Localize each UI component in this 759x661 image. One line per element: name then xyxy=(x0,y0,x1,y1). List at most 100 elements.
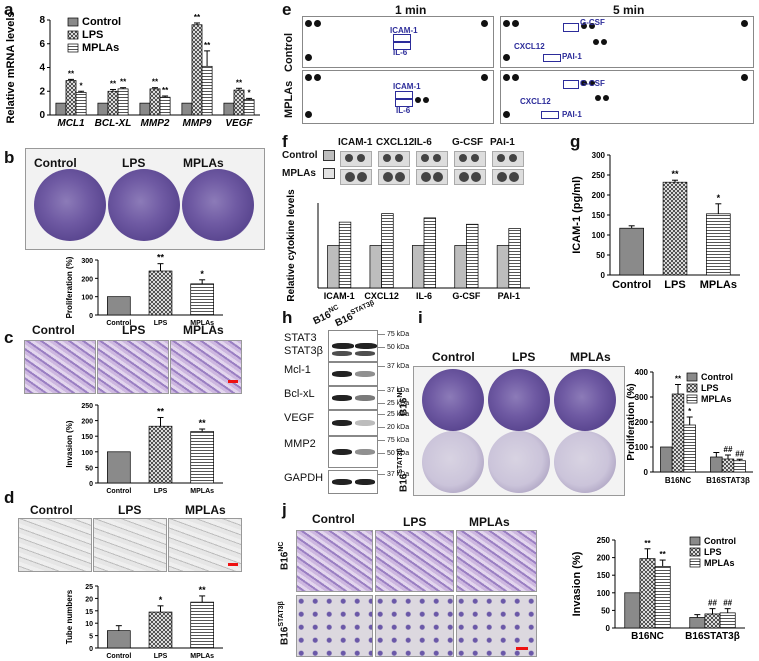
b-col-lps: LPS xyxy=(122,156,146,170)
bar-control-0 xyxy=(55,102,67,116)
significance-mark: * xyxy=(200,269,204,279)
protein-label: STAT3β xyxy=(284,345,323,357)
j-image-stat3b-control xyxy=(296,595,373,657)
legend-label-mplas: MPLAs xyxy=(704,558,735,568)
y-tick-label: 10 xyxy=(85,621,93,628)
bar-mplas-0 xyxy=(75,92,87,116)
legend-swatch-control xyxy=(686,372,698,382)
f-spot-label: G-CSF xyxy=(452,137,484,148)
blot-strip xyxy=(328,330,378,362)
protein-label: Bcl-xL xyxy=(284,388,315,400)
chart-j: 0 50 100 150 200 250 Invasion (%) ** ** B16NC ## ##… xyxy=(571,536,745,642)
y-tick-label: 100 xyxy=(635,443,649,452)
legend-label-mplas: MPLAs xyxy=(82,42,119,54)
i-row-nc: B16NC xyxy=(397,387,410,416)
y-tick-label: 200 xyxy=(597,554,611,563)
y-tick-label: 200 xyxy=(592,191,606,200)
j-col-lps: LPS xyxy=(403,515,427,529)
j-row-stat3b: B16STAT3β xyxy=(278,601,291,645)
y-tick-label: 5 xyxy=(89,634,93,641)
significance-mark: ** xyxy=(199,585,207,595)
b-col-control: Control xyxy=(34,156,77,170)
blot-strip xyxy=(328,470,378,494)
legend-swatch-lps xyxy=(689,547,701,557)
legend-label-control: Control xyxy=(704,536,736,546)
bar-control xyxy=(107,630,131,649)
kda-marker: — 25 kDa xyxy=(378,411,410,418)
b-col-mplas: MPLAs xyxy=(183,156,224,170)
y-tick-label: 2 xyxy=(39,86,45,97)
western-blot: STAT3 STAT3β — 75 kDa — 50 kDa Mcl-1 — 37 kDa… xyxy=(282,330,410,505)
kda-marker: — 37 kDa xyxy=(378,471,410,478)
chart-c: 0 50 100 150 200 250 Invasion (%) Control ** LPS *… xyxy=(65,403,223,495)
f-legend-mplas-swatch xyxy=(323,168,335,179)
significance-mark: ** xyxy=(110,79,117,88)
e-spot-il6-1min-mplas: IL-6 xyxy=(396,106,411,115)
y-tick-label: 200 xyxy=(81,276,93,283)
chart-f: Relative cytokine levels ICAM-1 CXCL12 IL-6… xyxy=(286,189,530,302)
kda-marker: — 25 kDa xyxy=(378,400,410,407)
bar-control-4 xyxy=(223,102,235,116)
c-col-control: Control xyxy=(32,323,75,337)
i-row-stat3b: B16STAT3β xyxy=(397,448,410,492)
kda-marker: — 20 kDa xyxy=(378,424,410,431)
panel-label-f: f xyxy=(282,132,288,151)
y-tick-label: 50 xyxy=(596,251,605,260)
x-tick-label: Control xyxy=(106,653,131,660)
bar-control-0 xyxy=(660,446,673,473)
significance-mark: * xyxy=(248,88,252,97)
bar-mplas xyxy=(190,431,214,484)
bar-control-0 xyxy=(624,592,641,629)
f-spot-box xyxy=(378,151,410,167)
y-axis-label: Tube numbers xyxy=(65,589,74,644)
significance-mark: * xyxy=(80,81,84,90)
significance-mark: ** xyxy=(152,78,159,87)
bar-mplas xyxy=(190,601,214,649)
significance-mark: ** xyxy=(671,169,679,179)
j-image-nc-control xyxy=(296,530,373,592)
y-tick-label: 0 xyxy=(89,646,93,653)
significance-mark: ** xyxy=(162,86,169,95)
bar-control-1 xyxy=(369,245,382,289)
y-tick-label: 150 xyxy=(592,211,606,220)
j-image-nc-lps xyxy=(375,530,454,592)
y-tick-label: 0 xyxy=(39,110,45,121)
legend-label-lps: LPS xyxy=(701,383,719,393)
c-col-mplas: MPLAs xyxy=(183,323,224,337)
x-tick-label: LPS xyxy=(664,279,685,291)
panel-label-e: e xyxy=(282,0,292,19)
bar-control xyxy=(107,451,131,484)
bar-mplas-4 xyxy=(508,228,521,289)
f-row-mplas: MPLAs xyxy=(282,168,316,179)
x-tick-label: MMP2 xyxy=(141,118,170,129)
protein-label: MMP2 xyxy=(284,438,316,450)
e-array-control-5min xyxy=(500,16,754,68)
i-dish-plate xyxy=(413,366,625,496)
f-legend-control-swatch xyxy=(323,150,335,161)
x-tick-label: MCL1 xyxy=(57,118,85,129)
j-image-stat3b-lps xyxy=(375,595,454,657)
kda-marker: — 50 kDa xyxy=(378,450,410,457)
x-tick-label: CXCL12 xyxy=(364,291,399,301)
bar-mplas-0 xyxy=(654,566,671,629)
bar-control-2 xyxy=(139,102,151,116)
y-tick-label: 250 xyxy=(81,403,93,410)
y-axis-label: Relative cytokine levels xyxy=(286,189,297,302)
e-time-1min: 1 min xyxy=(395,3,427,17)
f-spot-label: IL-6 xyxy=(414,137,432,148)
f-spot-box xyxy=(492,151,524,167)
legend-swatch-mplas xyxy=(689,558,701,568)
e-spot-icam1-1min: ICAM-1 xyxy=(390,26,418,35)
y-axis-label: Invasion (%) xyxy=(571,551,583,616)
y-tick-label: 250 xyxy=(592,171,606,180)
panel-label-g: g xyxy=(570,132,581,151)
f-spot-box xyxy=(340,169,372,185)
legend-label-lps: LPS xyxy=(704,547,722,557)
bar-control-2 xyxy=(411,245,425,289)
legend-swatch-mplas xyxy=(67,43,79,53)
x-tick-label: LPS xyxy=(154,653,168,660)
panel-label-j: j xyxy=(282,500,287,519)
e-spot-gcsf-5min: G-CSF xyxy=(580,18,605,27)
x-tick-label: ICAM-1 xyxy=(324,291,355,301)
